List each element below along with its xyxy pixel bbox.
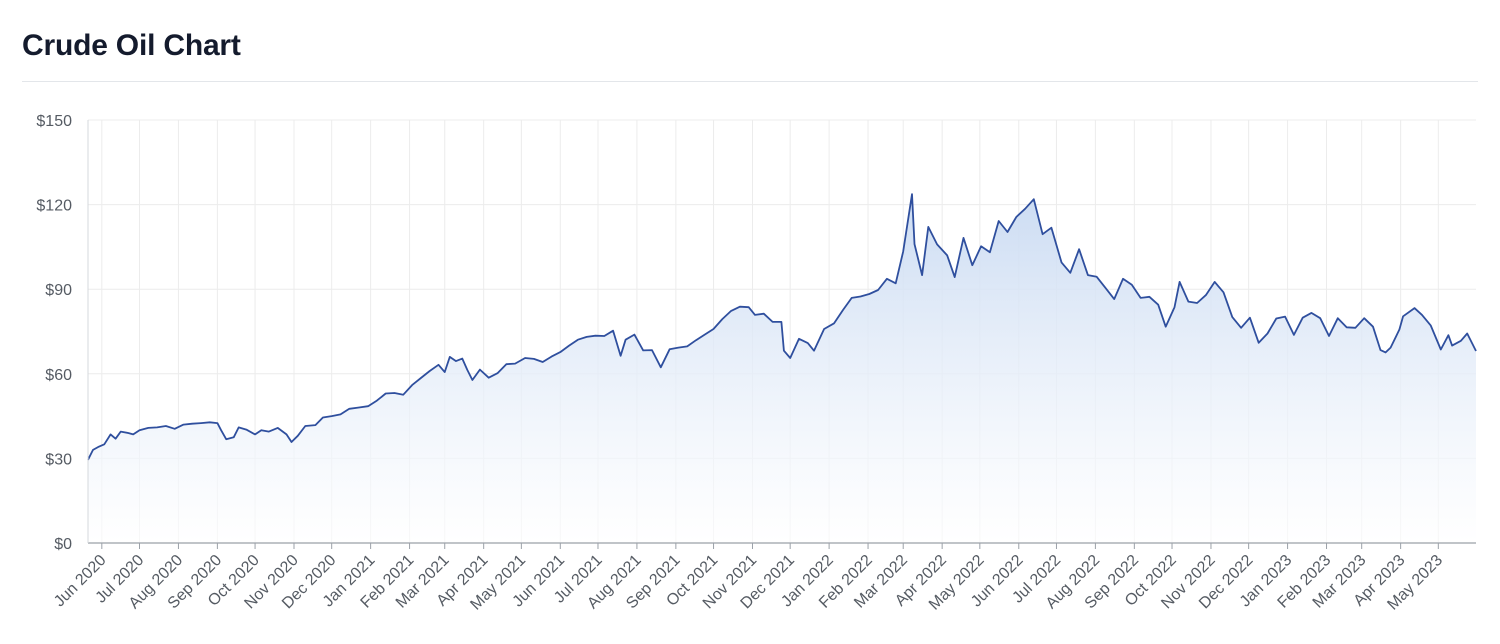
chart-header: Crude Oil Chart — [22, 26, 1478, 66]
y-tick-label: $60 — [45, 367, 72, 384]
y-tick-label: $30 — [45, 451, 72, 468]
y-tick-label: $150 — [36, 113, 72, 130]
y-tick-label: $120 — [36, 198, 72, 215]
title-divider — [22, 81, 1478, 82]
series-area — [88, 194, 1476, 543]
y-tick-label: $90 — [45, 282, 72, 299]
series-line — [87, 193, 1477, 461]
y-axis-ticks: $0 $30 $60 $90 $120 $150 — [36, 113, 72, 553]
axes — [87, 120, 1476, 544]
series-path — [87, 193, 1477, 461]
page-title: Crude Oil Chart — [22, 29, 241, 62]
area-fill — [88, 194, 1476, 543]
y-tick-label: $0 — [54, 536, 72, 553]
